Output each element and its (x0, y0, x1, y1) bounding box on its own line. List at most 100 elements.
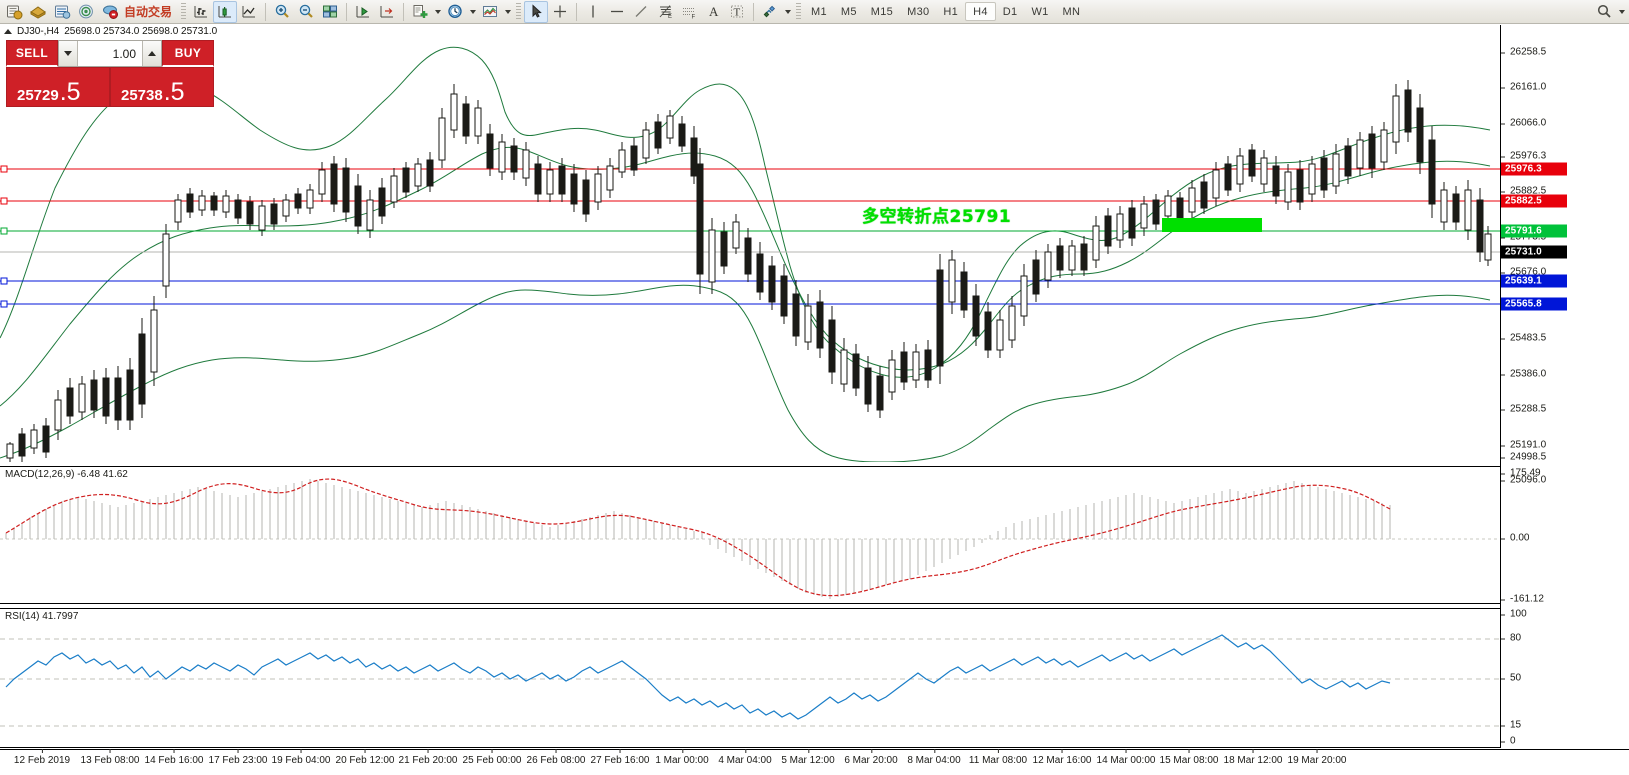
macd-chart-svg (0, 478, 1500, 599)
price-axis[interactable]: 26258.5 26161.0 26066.0 25976.3 25882.5 … (1501, 38, 1629, 486)
pivot-handle-25791 (0, 227, 8, 235)
chart-annotation-text[interactable]: 多空转折点25791 (862, 207, 1012, 227)
time-label: 12 Feb 2019 (13, 749, 71, 766)
tile-windows-icon[interactable] (318, 1, 342, 23)
price-tag-support-1[interactable]: 25639.1 (1501, 274, 1567, 288)
timeframe-h4[interactable]: H4 (965, 2, 996, 21)
bar-chart-icon[interactable] (189, 1, 213, 23)
line-chart-icon[interactable] (237, 1, 261, 23)
time-label: 21 Feb 20:00 (398, 749, 458, 766)
timeframe-m30[interactable]: M30 (907, 5, 930, 18)
time-label: 18 Mar 12:00 (1223, 749, 1283, 766)
time-label: 6 Mar 20:00 (844, 749, 898, 766)
auto-scroll-icon[interactable] (351, 1, 375, 23)
time-label: 4 Mar 04:00 (718, 749, 772, 766)
candlestick-chart-icon[interactable] (213, 0, 238, 23)
data-window-icon[interactable] (98, 1, 122, 23)
volume-decrement-button[interactable] (59, 41, 78, 66)
periods-dropdown-arrow[interactable] (467, 1, 478, 23)
volume-input[interactable]: 1.00 (78, 41, 142, 66)
sell-button[interactable]: SELL (6, 40, 58, 67)
fibonacci-icon[interactable]: E (653, 1, 677, 23)
market-watch-icon[interactable] (50, 1, 74, 23)
toolbar-grip[interactable] (516, 2, 522, 21)
timeframe-h1[interactable]: H1 (943, 5, 959, 18)
chart-symbol-label: DJ30-,H4 (17, 26, 60, 37)
rsi-indicator-pane[interactable]: RSI(14) 41.7997 (0, 608, 1500, 748)
timeframe-mn[interactable]: MN (1062, 5, 1081, 18)
macd-title-label: MACD(12,26,9) -6.48 41.62 (5, 469, 128, 480)
time-axis[interactable]: 12 Feb 2019 13 Feb 08:00 14 Feb 16:00 17… (0, 749, 1629, 775)
text-label-icon[interactable]: T (725, 1, 749, 23)
templates-dropdown-arrow[interactable] (502, 1, 513, 23)
crosshair-icon[interactable] (548, 1, 572, 23)
text-icon[interactable]: A (701, 1, 725, 23)
price-tick: 25976.3 (1501, 151, 1546, 162)
price-tick: 26066.0 (1501, 118, 1546, 129)
price-axis-bottom-tick: 24998.5 (1501, 452, 1629, 469)
rsi-axis: 100 80 50 15 0 (1501, 608, 1629, 748)
volume-stepper[interactable]: 1.00 (58, 40, 162, 67)
auto-trading-label[interactable]: 自动交易 (124, 5, 173, 19)
price-tag-resistance-2[interactable]: 25882.5 (1501, 194, 1567, 208)
price-tick: 25096.0 (1501, 475, 1546, 486)
toolbar-grip[interactable] (796, 2, 802, 21)
indicators-icon[interactable] (408, 1, 432, 23)
timeframe-d1[interactable]: D1 (1002, 5, 1018, 18)
new-order-icon[interactable] (2, 1, 26, 23)
objects-dropdown-arrow[interactable] (782, 1, 793, 23)
price-tick: 25386.0 (1501, 369, 1546, 380)
price-tick: 26161.0 (1501, 82, 1546, 93)
price-chart-pane[interactable]: 多空转折点25791 (0, 38, 1500, 462)
search-icon[interactable] (1592, 1, 1616, 23)
indicators-dropdown-arrow[interactable] (432, 1, 443, 23)
timeframe-m15[interactable]: M15 (870, 5, 894, 18)
macd-tick: 0.00 (1501, 533, 1529, 544)
price-tag-support-2[interactable]: 25565.8 (1501, 297, 1567, 311)
chart-right-border (1500, 25, 1501, 748)
cursor-icon[interactable] (524, 0, 549, 23)
rsi-title-label: RSI(14) 41.7997 (5, 611, 79, 622)
time-label: 15 Mar 08:00 (1159, 749, 1219, 766)
search-dropdown-arrow[interactable] (1616, 1, 1627, 23)
price-tag-pivot[interactable]: 25791.6 (1501, 224, 1567, 238)
timeframe-m1[interactable]: M1 (811, 5, 827, 18)
objects-icon[interactable] (758, 1, 782, 23)
time-label: 14 Feb 16:00 (144, 749, 204, 766)
sell-price-fraction: .5 (59, 77, 81, 106)
time-label: 14 Mar 00:00 (1096, 749, 1156, 766)
main-toolbar: 自动交易 (0, 0, 1629, 24)
macd-indicator-pane[interactable]: MACD(12,26,9) -6.48 41.62 (0, 466, 1500, 604)
periods-icon[interactable] (443, 1, 467, 23)
timeframe-w1[interactable]: W1 (1031, 5, 1049, 18)
navigator-icon[interactable] (74, 1, 98, 23)
templates-icon[interactable] (478, 1, 502, 23)
volume-increment-button[interactable] (142, 41, 161, 66)
chart-shift-icon[interactable] (375, 1, 399, 23)
zoom-out-icon[interactable] (294, 1, 318, 23)
one-click-trading-panel[interactable]: SELL 1.00 BUY 25729 .5 25738 .5 (6, 40, 214, 107)
trendline-icon[interactable] (629, 1, 653, 23)
resistance-handle-25882 (0, 197, 8, 205)
open-position-marker[interactable] (1162, 218, 1262, 232)
sell-price-display[interactable]: 25729 .5 (6, 67, 110, 107)
macd-signal-line (5, 478, 1391, 597)
equidistant-channel-icon[interactable]: F (677, 1, 701, 23)
price-tag-current[interactable]: 25731.0 (1501, 245, 1567, 259)
buy-price-display[interactable]: 25738 .5 (110, 67, 214, 107)
terminal-icon[interactable] (26, 1, 50, 23)
buy-button[interactable]: BUY (162, 40, 214, 67)
time-label: 12 Mar 16:00 (1032, 749, 1092, 766)
toolbar-divider (576, 2, 578, 21)
macd-tick: 175.49 (1501, 468, 1541, 479)
price-tag-resistance-1[interactable]: 25976.3 (1501, 162, 1567, 176)
rsi-tick: 0 (1501, 736, 1516, 747)
macd-tick: -161.12 (1501, 594, 1544, 605)
time-label: 20 Feb 12:00 (335, 749, 395, 766)
vertical-line-icon[interactable] (581, 1, 605, 23)
zoom-in-icon[interactable] (270, 1, 294, 23)
horizontal-line-icon[interactable] (605, 1, 629, 23)
timeframe-m5[interactable]: M5 (840, 5, 857, 18)
time-label: 19 Feb 04:00 (271, 749, 331, 766)
toolbar-grip[interactable] (181, 2, 187, 21)
